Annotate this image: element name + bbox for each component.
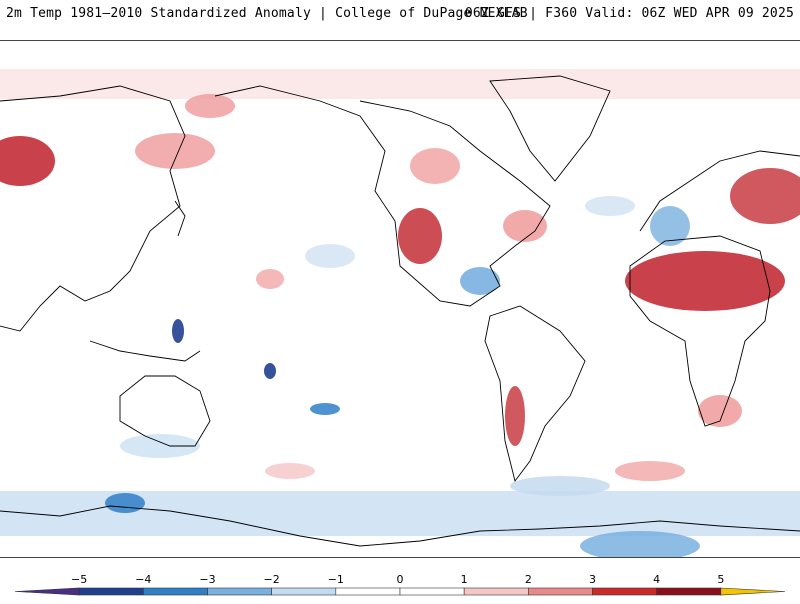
colorbar-tick-label: 5: [717, 573, 724, 586]
colorbar-tick-label: −4: [135, 573, 151, 586]
colorbar-tick-label: −2: [264, 573, 280, 586]
colorbar-segment: [143, 587, 208, 596]
colorbar-tick-label: 1: [461, 573, 468, 586]
colorbar-segment: [720, 587, 786, 596]
north-america-coastline: [214, 85, 551, 307]
south-pacific-warm-anomaly: [265, 463, 315, 479]
colorbar-segment: [78, 587, 144, 596]
colorbar-segment: [271, 587, 337, 596]
colorbar-tick-label: 0: [397, 573, 404, 586]
south-america-warm-anomaly: [505, 386, 525, 446]
russia-warm-anomaly: [730, 168, 800, 224]
greenland-warm-anomaly: [410, 148, 460, 184]
north-atlantic-cold-anomaly: [585, 196, 635, 216]
coastlines: [0, 75, 800, 547]
north-pacific-cold-anomaly: [305, 244, 355, 268]
alaska-warm-anomaly: [185, 94, 235, 118]
colorbar-tick-label: 3: [589, 573, 596, 586]
siberia-warm-anomaly: [0, 136, 55, 186]
anomaly-map-svg: [0, 69, 800, 557]
colorbar-segment: [14, 587, 80, 596]
southern-africa-warm-anomaly: [698, 395, 742, 427]
colorbar-segment: [592, 587, 657, 596]
australia-coastline: [119, 375, 211, 447]
indonesia-coastline: [89, 340, 201, 362]
western-us-warm-anomaly: [398, 208, 442, 264]
colorbar-segment: [463, 587, 529, 596]
east-siberia-warm-anomaly: [135, 133, 215, 169]
europe-cold-anomaly: [650, 206, 690, 246]
header: 2m Temp 1981–2010 Standardized Anomaly |…: [0, 0, 800, 40]
colorbar-tick-label: −3: [199, 573, 215, 586]
colorbar-svg: −5 −4 −3 −2 −1 0 1 2 3 4 5: [14, 573, 786, 596]
south-atlantic-warm-anomaly: [615, 461, 685, 481]
model-run-valid-time: 06Z GFS | F360 Valid: 06Z WED APR 09 202…: [464, 6, 794, 21]
warm-anomalies: [0, 94, 800, 481]
antarctica-coastline: [0, 505, 800, 547]
arctic-warm-band: [0, 69, 800, 99]
southeast-us-cold-anomaly: [460, 267, 500, 295]
greenland-coastline: [489, 75, 611, 182]
colorbar-segment: [207, 587, 272, 596]
south-america-coastline: [484, 305, 586, 483]
southern-ocean-cold-anomaly: [510, 476, 610, 496]
antarctic-cold-anomaly-east: [580, 531, 700, 557]
asia-coastline: [0, 85, 186, 332]
europe-coastline: [639, 150, 800, 232]
south-pacific-cold-anomaly: [310, 403, 340, 415]
colorbar-segment: [399, 587, 465, 596]
anomaly-map[interactable]: [0, 40, 800, 558]
colorbar-tick-label: 2: [525, 573, 532, 586]
japan-coastline: [174, 200, 186, 237]
colorbar-segment: [656, 587, 722, 596]
colorbar-tick-label: −5: [71, 573, 87, 586]
northeast-us-warm-anomaly: [503, 210, 547, 242]
central-pacific-cold-anomaly: [264, 363, 276, 379]
colorbar-tick-labels: −5 −4 −3 −2 −1 0 1 2 3 4 5: [71, 573, 724, 586]
colorbar-segment: [335, 587, 401, 596]
pacific-warm-anomaly: [256, 269, 284, 289]
colorbar: −5 −4 −3 −2 −1 0 1 2 3 4 5: [0, 570, 800, 600]
antarctic-coast-cold-anomaly: [105, 493, 145, 513]
map-title: 2m Temp 1981–2010 Standardized Anomaly |…: [6, 6, 528, 21]
africa-coastline: [629, 235, 771, 427]
cold-anomalies: [105, 196, 700, 557]
colorbar-segment: [528, 587, 593, 596]
indian-ocean-cold-anomaly: [120, 434, 200, 458]
philippines-cold-anomaly: [172, 319, 184, 343]
colorbar-tick-label: −1: [328, 573, 344, 586]
sahara-warm-anomaly: [625, 251, 785, 311]
colorbar-tick-label: 4: [653, 573, 660, 586]
colorbar-segments: [14, 587, 786, 596]
